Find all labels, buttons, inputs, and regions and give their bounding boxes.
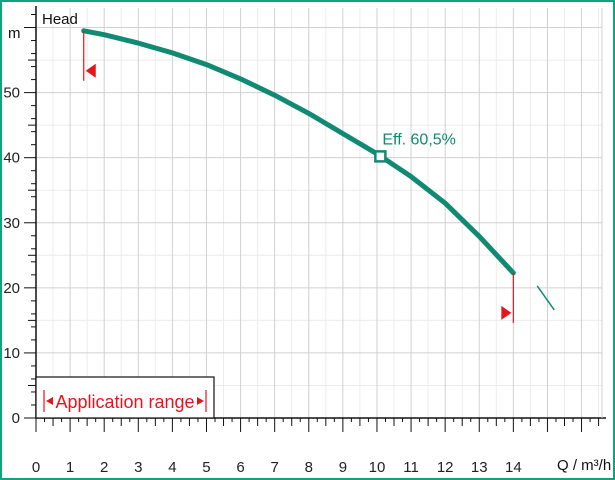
- major-grid: [36, 8, 602, 418]
- y-tick-label: 20: [3, 280, 20, 297]
- minor-grid: [36, 8, 602, 418]
- curve-extension-line: [536, 285, 555, 311]
- range-end-marker-arrow: [501, 305, 512, 320]
- x-tick-label: 13: [471, 459, 488, 476]
- x-axis-title: Q / m³/h: [557, 457, 611, 474]
- curve-layer: Eff. 60,5%: [81, 28, 555, 311]
- y-tick-label: 50: [3, 85, 20, 102]
- x-tick-label: 0: [32, 459, 40, 476]
- operating-point-marker: [374, 150, 387, 163]
- y-tick-label: 40: [3, 150, 20, 167]
- range-markers: [83, 30, 514, 323]
- y-tick-label: 0: [12, 410, 20, 427]
- application-range-frame: [35, 376, 215, 419]
- operating-point-label: Eff. 60,5%: [382, 131, 456, 148]
- x-tick-label: 1: [66, 459, 74, 476]
- x-tick-label: 12: [437, 459, 454, 476]
- axis-titles: Head m Q / m³/h: [8, 11, 611, 474]
- pump-curve-line: [81, 28, 516, 276]
- x-tick-label: 14: [505, 459, 522, 476]
- x-tick-label: 2: [100, 459, 108, 476]
- x-tick-label: 7: [271, 459, 279, 476]
- y-axis-unit: m: [8, 25, 21, 42]
- x-tick-label: 8: [305, 459, 313, 476]
- x-tick-label: 3: [134, 459, 142, 476]
- x-tick-label: 5: [202, 459, 210, 476]
- range-start-marker-arrow: [85, 63, 96, 78]
- x-tick-label: 9: [339, 459, 347, 476]
- x-tick-label: 11: [403, 459, 419, 476]
- range-arrow-right: [197, 397, 204, 405]
- range-arrow-left: [46, 397, 53, 405]
- tick-marks: [24, 14, 600, 432]
- y-axis-title: Head: [42, 11, 78, 28]
- x-tick-label: 4: [168, 459, 176, 476]
- x-tick-label: 10: [369, 459, 386, 476]
- y-tick-label: 10: [3, 345, 20, 362]
- application-range-box: Application range: [35, 376, 215, 419]
- y-tick-label: 30: [3, 215, 20, 232]
- x-tick-label: 6: [236, 459, 244, 476]
- application-range-label: Application range: [55, 392, 194, 412]
